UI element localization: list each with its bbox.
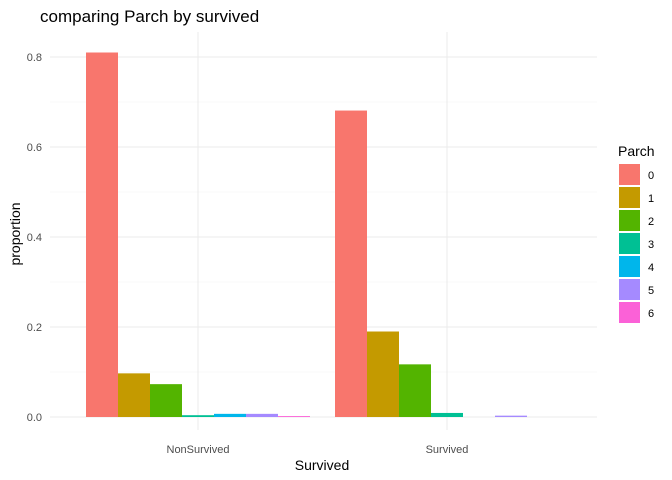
legend-swatch [619, 210, 640, 231]
legend-title: Parch [618, 143, 655, 159]
y-axis-ticks: 0.0 0.2 0.4 0.6 0.8 [27, 52, 42, 424]
y-tick-label: 0.2 [27, 322, 42, 334]
legend-swatch [619, 233, 640, 254]
legend-item-parch-3: 3 [619, 233, 654, 254]
x-tick-label: Survived [426, 444, 469, 456]
legend-label: 4 [648, 262, 654, 274]
bar-nonsurvived-parch-3 [182, 415, 214, 417]
grid [50, 32, 597, 430]
bar-nonsurvived-parch-1 [118, 373, 150, 417]
legend-label: 1 [648, 193, 654, 205]
legend-label: 0 [648, 170, 654, 182]
chart-title: comparing Parch by survived [40, 7, 259, 26]
legend-swatch [619, 302, 640, 323]
legend-item-parch-5: 5 [619, 279, 654, 300]
legend-label: 3 [648, 239, 654, 251]
legend: Parch 0 1 2 3 4 5 6 [618, 143, 655, 323]
legend-item-parch-0: 0 [619, 164, 654, 185]
bar-nonsurvived-parch-4 [214, 413, 246, 417]
legend-label: 6 [648, 308, 654, 320]
x-tick-label: NonSurvived [167, 444, 230, 456]
y-axis-title: proportion [7, 202, 23, 265]
bar-survived-parch-3 [431, 412, 463, 417]
bar-survived-parch-0 [335, 110, 367, 418]
legend-swatch [619, 256, 640, 277]
bars [86, 52, 527, 418]
bar-survived-parch-1 [367, 331, 399, 417]
legend-label: 2 [648, 216, 654, 228]
bar-nonsurvived-parch-2 [150, 384, 182, 417]
legend-item-parch-1: 1 [619, 187, 654, 208]
y-tick-label: 0.8 [27, 52, 42, 64]
bar-survived-parch-5 [495, 415, 527, 417]
bar-nonsurvived-parch-5 [246, 413, 278, 417]
legend-label: 5 [648, 285, 654, 297]
bar-nonsurvived-parch-6 [278, 416, 310, 417]
legend-swatch [619, 164, 640, 185]
y-tick-label: 0.0 [27, 412, 42, 424]
y-tick-label: 0.4 [27, 232, 42, 244]
legend-item-parch-6: 6 [619, 302, 654, 323]
legend-swatch [619, 279, 640, 300]
legend-item-parch-2: 2 [619, 210, 654, 231]
bar-nonsurvived-parch-0 [86, 52, 118, 417]
x-axis-title: Survived [295, 457, 349, 473]
bar-survived-parch-2 [399, 364, 431, 417]
x-axis-ticks: NonSurvived Survived [167, 444, 469, 456]
legend-item-parch-4: 4 [619, 256, 654, 277]
y-tick-label: 0.6 [27, 142, 42, 154]
legend-swatch [619, 187, 640, 208]
